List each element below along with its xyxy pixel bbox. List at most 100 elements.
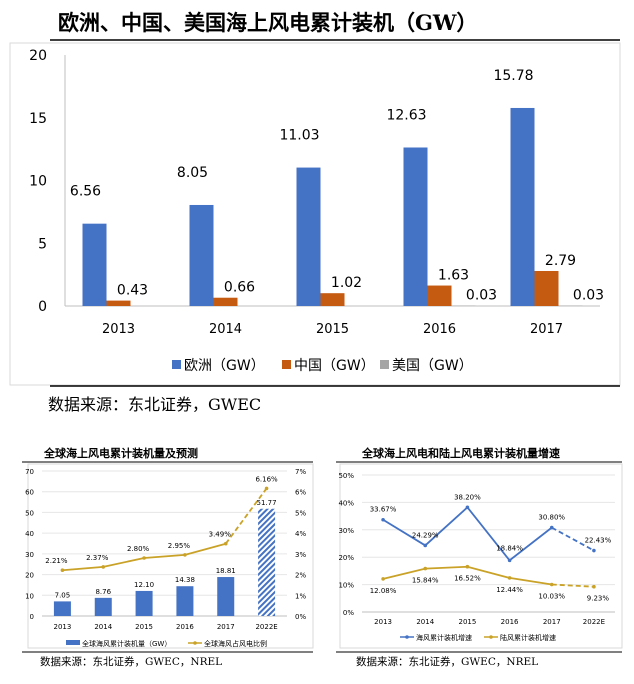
y-tick-label: 50%	[338, 472, 354, 480]
y-tick-label: 70	[25, 468, 34, 476]
bar-europe	[189, 204, 214, 306]
data-marker	[423, 566, 428, 571]
data-label: 12.44%	[496, 586, 523, 594]
data-label: 12.08%	[370, 587, 397, 595]
bar-forecast	[258, 508, 276, 616]
bar-data-label: 8.76	[95, 588, 111, 596]
y2-tick-label: 7%	[295, 468, 306, 476]
data-label: 6.56	[70, 184, 101, 200]
x-tick-label: 2013	[54, 623, 72, 631]
x-tick-label: 2016	[176, 623, 194, 631]
data-label: 15.84%	[412, 577, 439, 585]
y-tick-label: 10%	[338, 582, 354, 590]
data-label: 18.84%	[496, 544, 523, 552]
ratio-marker	[101, 565, 106, 569]
bar-china	[106, 300, 131, 306]
x-tick-label: 2017	[543, 618, 561, 626]
ratio-marker	[264, 486, 269, 491]
chart2-title: 全球海上风电累计装机量及预测	[43, 446, 198, 460]
y2-tick-label: 3%	[295, 551, 306, 559]
ratio-marker	[223, 541, 228, 546]
data-label: 15.78	[493, 68, 533, 84]
y2-tick-label: 0%	[295, 613, 306, 621]
y-tick-label: 40%	[338, 499, 354, 507]
bar	[217, 577, 235, 616]
y-tick-label: 15	[29, 111, 47, 127]
chart2-source: 数据来源：东北证券，GWEC，NREL	[40, 655, 222, 668]
data-label: 33.67%	[370, 506, 397, 514]
legend-label: 全球海风占风电比例	[204, 639, 267, 648]
data-label: 0.66	[224, 280, 255, 296]
legend-label: 欧洲（GW）	[184, 358, 265, 374]
x-tick-label: 2015	[459, 618, 477, 626]
bar	[94, 597, 112, 616]
legend-label: 陆风累计装机增速	[500, 633, 556, 642]
chart1-title: 欧洲、中国、美国海上风电累计装机（GW）	[58, 10, 478, 35]
legend-label: 全球海风累计装机量（GW）	[82, 639, 171, 648]
bar-china	[427, 285, 452, 306]
x-tick-label: 2015	[135, 623, 153, 631]
bar-china	[320, 293, 345, 306]
x-tick-label: 2016	[423, 322, 456, 337]
data-marker	[592, 548, 596, 553]
chart-frame	[27, 463, 314, 649]
legend-swatch	[380, 360, 389, 369]
line-data-label: 6.16%	[255, 475, 278, 483]
data-label: 0.43	[117, 283, 148, 299]
y-tick-label: 10	[25, 592, 34, 600]
data-marker	[549, 582, 554, 587]
legend-swatch	[66, 640, 80, 645]
legend-label: 海风累计装机增速	[416, 633, 472, 642]
forecast-line	[551, 526, 595, 552]
y2-tick-label: 6%	[295, 489, 306, 497]
data-marker	[381, 577, 385, 581]
legend-marker	[405, 635, 409, 639]
line-data-label: 2.21%	[45, 557, 68, 565]
ratio-line-forecast	[225, 487, 268, 545]
y-tick-label: 60	[25, 489, 34, 497]
bar-europe	[296, 167, 321, 306]
line-data-label: 3.49%	[209, 531, 232, 539]
line-data-label: 2.37%	[86, 554, 109, 562]
chart-frame	[339, 463, 623, 649]
bar-data-label: 51.77	[257, 499, 277, 507]
y-tick-label: 20	[25, 572, 34, 580]
y-tick-label: 50	[25, 509, 34, 517]
data-label: 11.03	[279, 128, 319, 144]
legend-marker	[193, 641, 197, 645]
bar-europe	[82, 223, 107, 306]
y-tick-label: 0%	[343, 609, 354, 617]
bar-data-label: 18.81	[216, 567, 236, 575]
data-label: 24.29%	[412, 531, 439, 539]
data-marker	[465, 564, 470, 569]
chart3-source: 数据来源：东北证券，GWEC，NREL	[356, 655, 538, 668]
y-tick-label: 20	[29, 48, 47, 64]
x-tick-label: 2013	[374, 618, 392, 626]
data-label: 22.43%	[585, 537, 612, 545]
x-tick-label: 2016	[501, 618, 519, 626]
data-marker	[465, 505, 470, 510]
data-marker	[507, 576, 512, 580]
y2-tick-label: 4%	[295, 530, 306, 538]
x-tick-label: 2015	[316, 322, 349, 337]
legend-label: 美国（GW）	[392, 358, 473, 374]
data-marker	[592, 584, 596, 589]
x-tick-label: 2022E	[255, 623, 277, 631]
data-label: 38.20%	[454, 493, 481, 501]
data-marker	[507, 558, 512, 563]
chart1-source: 数据来源：东北证券，GWEC	[48, 395, 261, 414]
y-tick-label: 0	[30, 613, 34, 621]
bar-china	[213, 297, 238, 306]
x-tick-label: 2022E	[583, 618, 605, 626]
legend-label: 中国（GW）	[294, 358, 375, 374]
y-tick-label: 30	[25, 551, 34, 559]
bar-china	[534, 270, 559, 306]
data-label: 30.80%	[538, 514, 565, 522]
data-label: 2.79	[545, 253, 576, 269]
data-label: 16.52%	[454, 575, 481, 583]
data-label: 9.23%	[587, 595, 610, 603]
y2-tick-label: 5%	[295, 509, 306, 517]
bar	[53, 601, 71, 616]
data-label: 12.63	[386, 107, 426, 123]
